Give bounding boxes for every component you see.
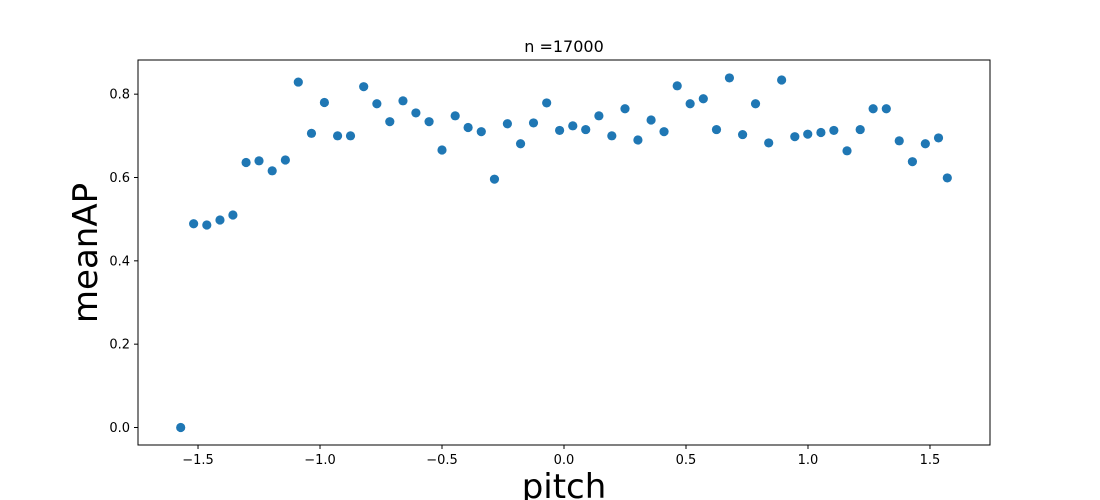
data-point xyxy=(528,118,539,128)
data-point xyxy=(359,82,369,92)
data-point xyxy=(829,125,839,136)
x-tick-label: 0.0 xyxy=(554,453,575,468)
data-point xyxy=(737,129,748,140)
data-point xyxy=(254,156,264,166)
data-point xyxy=(672,81,682,91)
data-point xyxy=(332,131,343,141)
data-point xyxy=(189,219,199,229)
axes-frame xyxy=(137,59,991,446)
data-point xyxy=(215,215,225,225)
data-point xyxy=(842,146,852,156)
y-tick-label: 0.2 xyxy=(109,338,130,353)
data-point xyxy=(698,94,708,104)
data-point xyxy=(933,133,944,143)
y-tick-label: 0.6 xyxy=(109,171,130,186)
data-point xyxy=(685,99,695,109)
data-point xyxy=(306,128,317,138)
data-point xyxy=(228,210,238,220)
data-point xyxy=(463,122,473,133)
data-point xyxy=(293,77,303,87)
x-tick-label: −1.0 xyxy=(304,453,336,468)
data-point xyxy=(764,138,774,148)
y-tick-label: 0.0 xyxy=(109,421,130,436)
data-point xyxy=(424,117,434,127)
plot-area xyxy=(176,73,952,433)
x-tick-label: 1.5 xyxy=(920,453,941,468)
data-point xyxy=(280,155,290,165)
data-point xyxy=(319,97,330,108)
data-point xyxy=(790,132,800,142)
data-point xyxy=(724,73,735,83)
x-axis-label: pitch xyxy=(522,467,607,500)
data-point xyxy=(868,104,878,114)
data-point xyxy=(816,127,826,138)
data-point xyxy=(633,135,643,145)
data-point xyxy=(594,111,604,121)
data-point xyxy=(502,119,512,129)
data-point xyxy=(881,104,891,114)
x-tick-label: −1.5 xyxy=(182,453,214,468)
data-point xyxy=(607,131,617,141)
y-axis-label: meanAP xyxy=(66,183,106,323)
data-point xyxy=(581,124,591,135)
data-point xyxy=(450,111,460,121)
data-point xyxy=(907,157,918,167)
data-point xyxy=(398,96,408,106)
data-point xyxy=(267,166,277,176)
data-point xyxy=(411,108,421,118)
y-tick-label: 0.4 xyxy=(109,254,130,269)
chart-title: n =17000 xyxy=(524,37,604,56)
data-point xyxy=(920,139,930,149)
y-tick-label: 0.8 xyxy=(109,88,130,103)
data-point xyxy=(894,136,904,146)
data-point xyxy=(176,422,186,433)
data-point xyxy=(437,145,447,155)
data-point xyxy=(711,124,722,135)
data-point xyxy=(777,75,787,85)
data-point xyxy=(542,98,552,108)
data-point xyxy=(620,104,630,114)
x-tick-label: −0.5 xyxy=(426,453,458,468)
data-point xyxy=(942,173,952,183)
data-point xyxy=(515,139,526,149)
axes: −1.5 −1.0 −0.5 0.0 0.5 1.0 1.5 0.0 0.2 0.4 0.6 0.8 xyxy=(109,88,940,468)
data-point xyxy=(476,127,486,137)
x-tick-label: 1.0 xyxy=(798,453,819,468)
data-point xyxy=(646,115,656,125)
data-point xyxy=(489,174,500,184)
data-point xyxy=(855,124,865,135)
data-point xyxy=(803,129,813,139)
data-point xyxy=(372,99,382,109)
data-point xyxy=(241,157,251,168)
data-point xyxy=(750,99,761,109)
data-point xyxy=(345,131,356,141)
data-point xyxy=(659,127,669,137)
data-point xyxy=(385,117,395,127)
data-point xyxy=(568,121,578,131)
data-point xyxy=(202,220,212,230)
x-tick-label: 0.5 xyxy=(676,453,697,468)
data-point xyxy=(555,125,565,136)
